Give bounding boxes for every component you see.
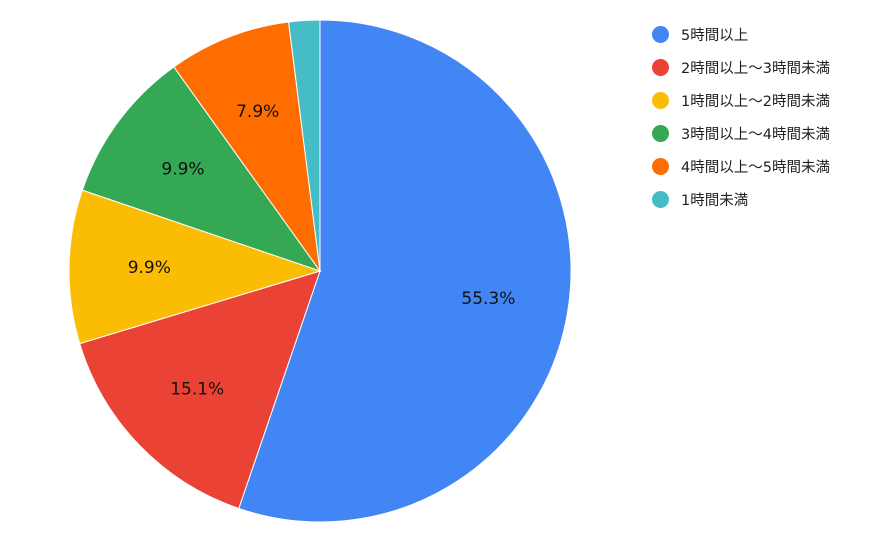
legend-swatch [652, 158, 669, 175]
legend-swatch [652, 59, 669, 76]
legend-label: 4時間以上〜5時間未満 [681, 160, 830, 176]
pie-slice[interactable] [238, 19, 572, 523]
pie-slice[interactable] [288, 19, 321, 272]
slice-data-label: 9.9% [128, 258, 171, 278]
pie-slice[interactable] [68, 189, 322, 345]
legend-swatch [652, 92, 669, 109]
legend-label: 1時間未満 [681, 193, 749, 209]
legend-item[interactable]: 3時間以上〜4時間未満 [652, 117, 830, 150]
pie-chart: 55.3% 15.1% 9.9% 9.9% 7.9% [68, 19, 572, 523]
pie-slice[interactable] [79, 270, 321, 510]
chart-legend: 5時間以上 2時間以上〜3時間未満 1時間以上〜2時間未満 3時間以上〜4時間未… [652, 18, 830, 216]
legend-label: 2時間以上〜3時間未満 [681, 61, 830, 77]
legend-item[interactable]: 1時間未満 [652, 183, 830, 216]
legend-label: 3時間以上〜4時間未満 [681, 127, 830, 143]
legend-item[interactable]: 4時間以上〜5時間未満 [652, 150, 830, 183]
legend-label: 1時間以上〜2時間未満 [681, 94, 830, 110]
slice-data-label: 15.1% [170, 380, 224, 400]
pie-slice[interactable] [81, 66, 322, 272]
legend-swatch [652, 125, 669, 142]
legend-swatch [652, 191, 669, 208]
legend-item[interactable]: 2時間以上〜3時間未満 [652, 51, 830, 84]
slice-data-label: 9.9% [161, 159, 204, 179]
pie-slices [68, 19, 572, 523]
slice-data-label: 55.3% [461, 289, 515, 309]
slice-data-label: 7.9% [236, 102, 279, 122]
legend-item[interactable]: 1時間以上〜2時間未満 [652, 84, 830, 117]
pie-slice[interactable] [173, 21, 321, 272]
legend-label: 5時間以上 [681, 28, 749, 44]
legend-swatch [652, 26, 669, 43]
pie-data-labels: 55.3% 15.1% 9.9% 9.9% 7.9% [128, 102, 516, 399]
legend-item[interactable]: 5時間以上 [652, 18, 830, 51]
